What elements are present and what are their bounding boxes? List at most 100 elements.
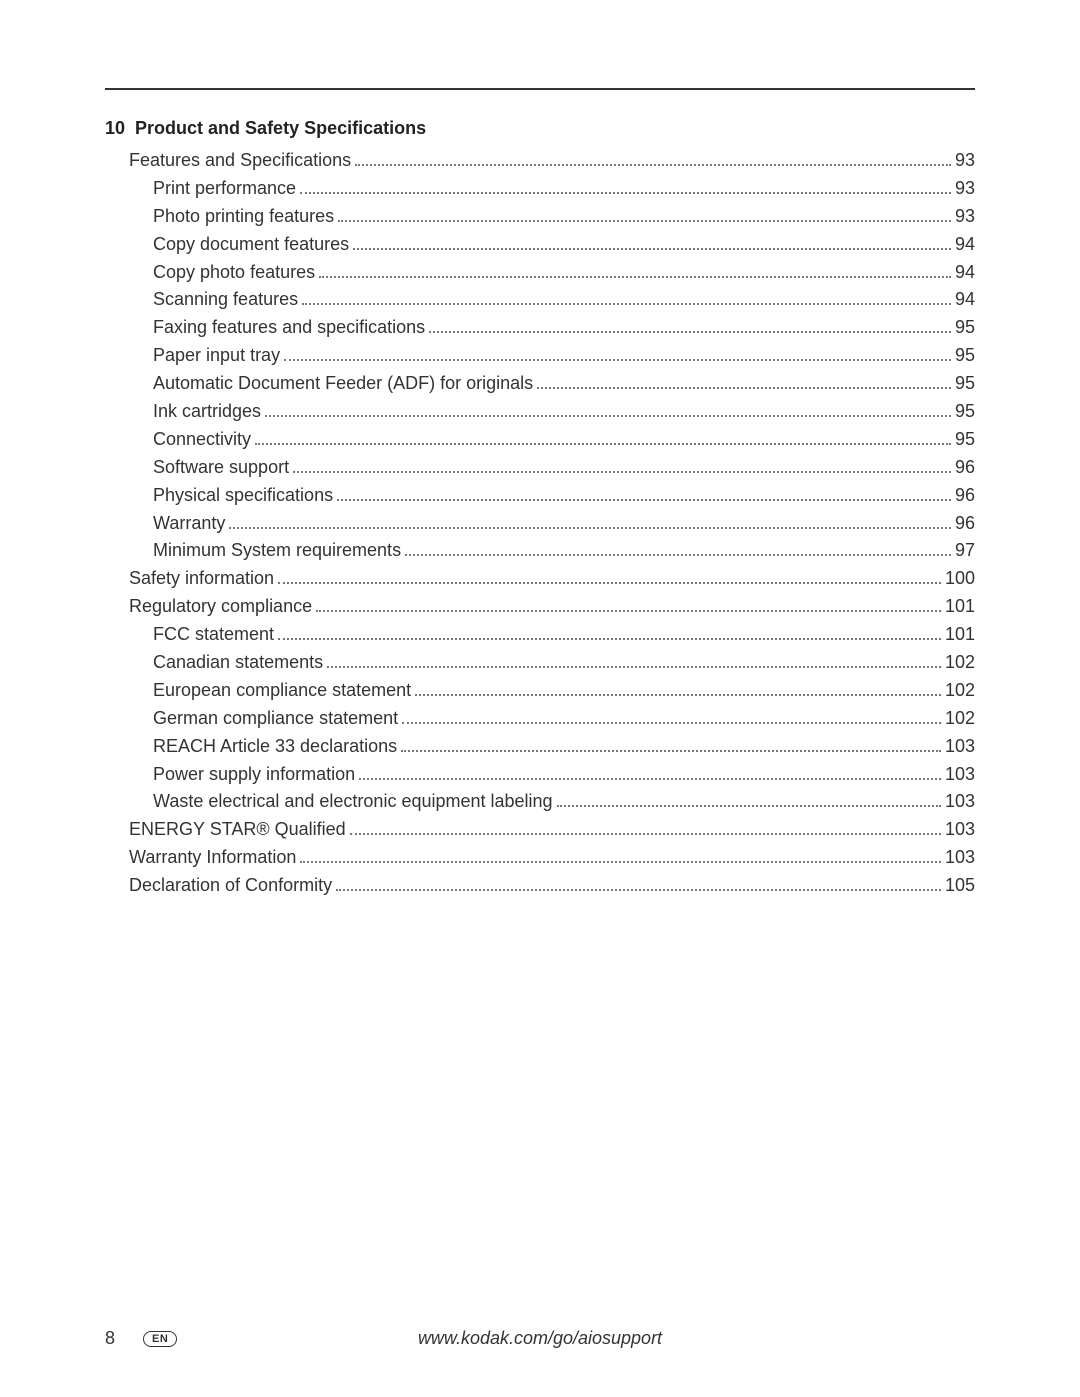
chapter-title: Product and Safety Specifications xyxy=(135,118,426,138)
toc-leader-dots xyxy=(229,527,951,529)
toc-page: 95 xyxy=(955,342,975,370)
toc-page: 93 xyxy=(955,175,975,203)
toc-row: REACH Article 33 declarations 103 xyxy=(105,733,975,761)
toc-label: Ink cartridges xyxy=(153,398,261,426)
toc-label: Connectivity xyxy=(153,426,251,454)
toc-row: FCC statement 101 xyxy=(105,621,975,649)
toc-label: Automatic Document Feeder (ADF) for orig… xyxy=(153,370,533,398)
toc-label: Declaration of Conformity xyxy=(129,872,332,900)
toc-leader-dots xyxy=(327,666,941,668)
toc-row: Print performance 93 xyxy=(105,175,975,203)
toc-page: 103 xyxy=(945,844,975,872)
chapter-number: 10 xyxy=(105,118,125,138)
toc-row: Faxing features and specifications 95 xyxy=(105,314,975,342)
toc-row: Waste electrical and electronic equipmen… xyxy=(105,788,975,816)
toc-page: 94 xyxy=(955,231,975,259)
toc-label: Power supply information xyxy=(153,761,355,789)
toc-label: Minimum System requirements xyxy=(153,537,401,565)
toc-page: 96 xyxy=(955,454,975,482)
toc-row: Scanning features 94 xyxy=(105,286,975,314)
toc-label: ENERGY STAR® Qualified xyxy=(129,816,346,844)
toc-leader-dots xyxy=(255,443,951,445)
toc-row: Ink cartridges 95 xyxy=(105,398,975,426)
toc-label: Print performance xyxy=(153,175,296,203)
toc-page: 100 xyxy=(945,565,975,593)
toc-row: Minimum System requirements 97 xyxy=(105,537,975,565)
footer-url: www.kodak.com/go/aiosupport xyxy=(105,1328,975,1349)
top-rule xyxy=(105,88,975,90)
table-of-contents: Features and Specifications93Print perfo… xyxy=(105,147,975,900)
toc-row: Canadian statements 102 xyxy=(105,649,975,677)
toc-leader-dots xyxy=(350,833,941,835)
toc-row: Copy document features 94 xyxy=(105,231,975,259)
toc-row: European compliance statement 102 xyxy=(105,677,975,705)
toc-page: 103 xyxy=(945,788,975,816)
toc-leader-dots xyxy=(300,861,941,863)
toc-page: 103 xyxy=(945,816,975,844)
toc-row: ENERGY STAR® Qualified 103 xyxy=(105,816,975,844)
toc-leader-dots xyxy=(557,805,941,807)
toc-label: Copy document features xyxy=(153,231,349,259)
toc-row: Safety information 100 xyxy=(105,565,975,593)
toc-page: 102 xyxy=(945,649,975,677)
toc-leader-dots xyxy=(293,471,951,473)
toc-leader-dots xyxy=(265,415,951,417)
toc-row: Automatic Document Feeder (ADF) for orig… xyxy=(105,370,975,398)
toc-label: Paper input tray xyxy=(153,342,280,370)
toc-page: 95 xyxy=(955,370,975,398)
toc-leader-dots xyxy=(537,387,951,389)
toc-page: 97 xyxy=(955,537,975,565)
toc-leader-dots xyxy=(415,694,941,696)
toc-leader-dots xyxy=(300,192,951,194)
toc-page: 103 xyxy=(945,733,975,761)
toc-leader-dots xyxy=(316,610,941,612)
toc-page: 93 xyxy=(955,203,975,231)
toc-row: Warranty Information 103 xyxy=(105,844,975,872)
toc-page: 95 xyxy=(955,398,975,426)
toc-page: 94 xyxy=(955,286,975,314)
toc-leader-dots xyxy=(278,638,941,640)
toc-label: Warranty Information xyxy=(129,844,296,872)
toc-label: Safety information xyxy=(129,565,274,593)
toc-page: 102 xyxy=(945,705,975,733)
toc-row: Photo printing features 93 xyxy=(105,203,975,231)
toc-row: Warranty96 xyxy=(105,510,975,538)
footer: 8 EN www.kodak.com/go/aiosupport xyxy=(105,1328,975,1349)
toc-label: Copy photo features xyxy=(153,259,315,287)
toc-leader-dots xyxy=(355,164,951,166)
toc-label: Faxing features and specifications xyxy=(153,314,425,342)
toc-row: Declaration of Conformity 105 xyxy=(105,872,975,900)
toc-label: Warranty xyxy=(153,510,225,538)
toc-page: 95 xyxy=(955,314,975,342)
toc-page: 101 xyxy=(945,621,975,649)
toc-label: Physical specifications xyxy=(153,482,333,510)
toc-page: 96 xyxy=(955,482,975,510)
toc-page: 101 xyxy=(945,593,975,621)
toc-page: 102 xyxy=(945,677,975,705)
toc-row: Copy photo features 94 xyxy=(105,259,975,287)
toc-label: REACH Article 33 declarations xyxy=(153,733,397,761)
toc-page: 95 xyxy=(955,426,975,454)
toc-leader-dots xyxy=(402,722,941,724)
toc-page: 94 xyxy=(955,259,975,287)
toc-leader-dots xyxy=(284,359,951,361)
toc-row: Connectivity 95 xyxy=(105,426,975,454)
toc-label: German compliance statement xyxy=(153,705,398,733)
toc-label: European compliance statement xyxy=(153,677,411,705)
toc-label: Photo printing features xyxy=(153,203,334,231)
toc-leader-dots xyxy=(302,303,951,305)
chapter-heading: 10 Product and Safety Specifications xyxy=(105,118,975,139)
toc-row: Power supply information103 xyxy=(105,761,975,789)
toc-page: 93 xyxy=(955,147,975,175)
toc-label: Canadian statements xyxy=(153,649,323,677)
toc-leader-dots xyxy=(278,582,941,584)
toc-row: Physical specifications 96 xyxy=(105,482,975,510)
toc-leader-dots xyxy=(353,248,951,250)
toc-label: Scanning features xyxy=(153,286,298,314)
toc-page: 105 xyxy=(945,872,975,900)
toc-label: Waste electrical and electronic equipmen… xyxy=(153,788,553,816)
toc-row: Regulatory compliance101 xyxy=(105,593,975,621)
toc-leader-dots xyxy=(336,889,941,891)
toc-label: FCC statement xyxy=(153,621,274,649)
toc-leader-dots xyxy=(319,276,951,278)
